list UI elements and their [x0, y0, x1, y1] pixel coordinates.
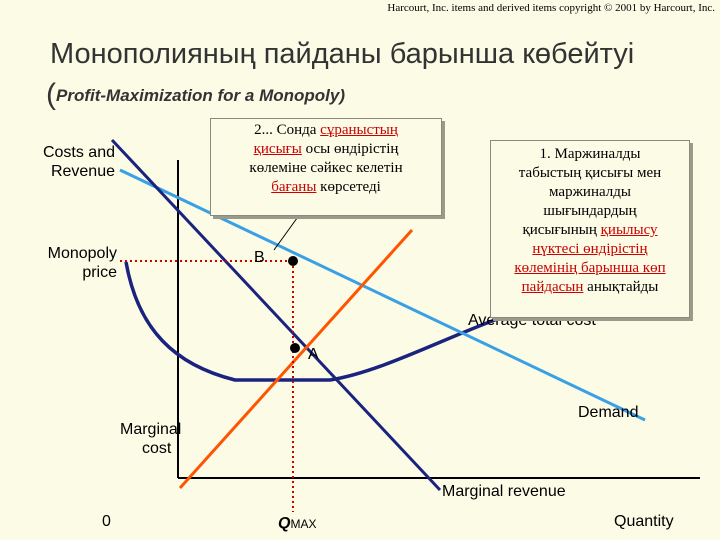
- qmax-label: QMAX: [278, 514, 316, 534]
- note-right-line2: табыстың қисығы мен: [518, 165, 662, 181]
- y-axis-label: Costs and Revenue: [20, 143, 115, 181]
- slide-subtitle: (Profit-Maximization for a Monopoly): [46, 78, 345, 112]
- point-b-label: B: [254, 249, 265, 266]
- annotation-mr-mc-note: 1. Маржиналды табыстың қисығы мен маржин…: [490, 140, 690, 318]
- monopoly-price-label-line1: Monopoly: [47, 245, 117, 262]
- note-right-line8: пайдасын анықтайды: [521, 279, 659, 295]
- note-pointer: [273, 213, 301, 251]
- annotation-demand-note: 2... Сонда сұраныстың қисығы осы өндіріс…: [210, 118, 442, 216]
- note-left-line4: бағаны көрсетеді: [271, 179, 381, 195]
- slide-title: Монополияның пайданы барынша көбейтуі: [50, 38, 635, 70]
- x-axis-label: Quantity: [614, 513, 674, 530]
- qmax-subscript: MAX: [290, 517, 317, 531]
- marginal-revenue-label: Marginal revenue: [442, 483, 566, 500]
- subtitle-open-paren: (: [46, 78, 56, 111]
- demand-curve: [119, 168, 646, 422]
- point-a: [290, 343, 300, 353]
- y-axis-label-line2: Revenue: [50, 163, 115, 180]
- monopoly-price-label: Monopoly price: [20, 244, 117, 282]
- demand-label: Demand: [578, 404, 639, 421]
- qmax-q: Q: [278, 515, 291, 532]
- origin-label: 0: [102, 513, 111, 530]
- note-right-line5: қисығының қиылысу: [522, 222, 658, 238]
- note-left-line3: көлеміне сәйкес келетін: [249, 160, 403, 176]
- marginal-cost-curve: [178, 228, 414, 490]
- marginal-revenue-curve: [110, 138, 442, 492]
- average-total-cost-curve: [124, 261, 501, 382]
- note-left-line2: қисығы осы өндірістің: [253, 141, 399, 157]
- monopoly-price-label-line2: price: [82, 264, 117, 281]
- note-right-line3: маржиналды: [549, 184, 631, 200]
- marginal-cost-label-line1: Marginal: [120, 421, 182, 438]
- point-b: [288, 256, 298, 266]
- marginal-cost-label-line2: cost: [142, 440, 172, 457]
- note-right-line6: нүктесі өндірістің: [532, 241, 648, 257]
- copyright-notice: Harcourt, Inc. items and derived items c…: [387, 2, 715, 14]
- marginal-cost-label: Marginal cost: [120, 420, 181, 458]
- subtitle-text: Profit-Maximization for a Monopoly): [56, 86, 345, 105]
- note-left-line1: 2... Сонда сұраныстың: [254, 122, 398, 138]
- point-a-label: A: [308, 346, 319, 363]
- note-right-line4: шығындардың: [543, 203, 637, 219]
- note-right-line7: көлемінің барынша көп: [514, 260, 666, 276]
- note-right-line1: 1. Маржиналды: [539, 146, 641, 162]
- y-axis-label-line1: Costs and: [42, 144, 115, 161]
